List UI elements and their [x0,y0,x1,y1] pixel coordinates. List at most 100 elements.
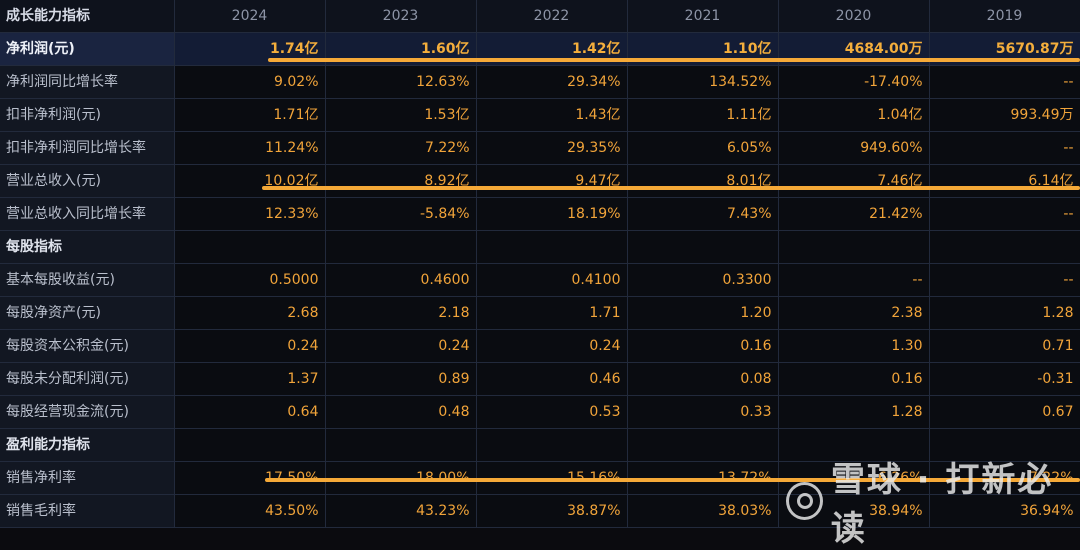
value-cell [325,230,477,264]
value-cell: 21.42% [778,197,930,231]
table-row[interactable]: 扣非净利润(元) 1.71亿 1.53亿 1.43亿 1.11亿 1.04亿 993.49万 [0,98,1080,132]
value-cell: 2.18 [325,296,477,330]
year-header[interactable]: 2019 [929,0,1080,33]
value-cell [778,428,930,462]
value-cell: -- [929,65,1080,99]
value-cell: 1.28 [929,296,1080,330]
section-header-row[interactable]: 盈利能力指标 [0,428,1080,462]
value-cell: 0.89 [325,362,477,396]
row-label: 每股资本公积金(元) [0,329,175,363]
value-cell [174,428,326,462]
value-cell [174,230,326,264]
value-cell: 1.71 [476,296,628,330]
value-cell: 0.24 [476,329,628,363]
value-cell: 0.4600 [325,263,477,297]
row-label: 营业总收入(元) [0,164,175,198]
value-cell: 0.48 [325,395,477,429]
value-cell [778,230,930,264]
value-cell: 0.33 [627,395,779,429]
value-cell: 11.24% [174,131,326,165]
value-cell [325,428,477,462]
table-row[interactable]: 每股未分配利润(元) 1.37 0.89 0.46 0.08 0.16 -0.31 [0,362,1080,396]
value-cell: 134.52% [627,65,779,99]
value-cell: 29.34% [476,65,628,99]
value-cell: 1.43亿 [476,98,628,132]
row-label: 销售净利率 [0,461,175,495]
highlight-underline [268,58,1080,62]
value-cell: 8.92亿 [325,164,477,198]
value-cell: 0.4100 [476,263,628,297]
value-cell [627,428,779,462]
value-cell: -- [929,131,1080,165]
value-cell: 0.08 [627,362,779,396]
value-cell: -17.40% [778,65,930,99]
row-label: 扣非净利润(元) [0,98,175,132]
value-cell: 0.24 [325,329,477,363]
value-cell: 2.68 [174,296,326,330]
value-cell: 1.04亿 [778,98,930,132]
value-cell: 6.14亿 [929,164,1080,198]
growth-indicators-title: 成长能力指标 [0,0,175,33]
row-label: 销售毛利率 [0,494,175,528]
value-cell: 12.33% [174,197,326,231]
year-header[interactable]: 2023 [325,0,477,33]
value-cell [627,230,779,264]
value-cell: 993.49万 [929,98,1080,132]
value-cell: -- [929,197,1080,231]
value-cell: 0.64 [174,395,326,429]
value-cell: 43.50% [174,494,326,528]
row-label: 营业总收入同比增长率 [0,197,175,231]
value-cell [929,230,1080,264]
value-cell: 0.24 [174,329,326,363]
watermark-text: 雪球 · 打新必读 [830,460,1054,549]
snowball-logo-icon [786,482,823,520]
row-label: 每股经营现金流(元) [0,395,175,429]
value-cell: 0.16 [627,329,779,363]
table-row[interactable]: 基本每股收益(元) 0.5000 0.4600 0.4100 0.3300 -- -- [0,263,1080,297]
value-cell: 9.47亿 [476,164,628,198]
section-title: 每股指标 [0,230,175,264]
highlight-underline [262,186,1080,190]
year-header[interactable]: 2022 [476,0,628,33]
header-row: 成长能力指标 2024 2023 2022 2021 2020 2019 [0,0,1080,33]
table-row[interactable]: 每股净资产(元) 2.68 2.18 1.71 1.20 2.38 1.28 [0,296,1080,330]
value-cell: 18.19% [476,197,628,231]
value-cell: 43.23% [325,494,477,528]
value-cell: 12.63% [325,65,477,99]
row-label: 净利润(元) [0,32,175,66]
table-row[interactable]: 营业总收入(元) 10.02亿 8.92亿 9.47亿 8.01亿 7.46亿 6.14亿 [0,164,1080,198]
value-cell: 1.53亿 [325,98,477,132]
year-header[interactable]: 2020 [778,0,930,33]
year-header[interactable]: 2021 [627,0,779,33]
value-cell: 7.46亿 [778,164,930,198]
value-cell: 0.71 [929,329,1080,363]
value-cell: 1.71亿 [174,98,326,132]
table-row[interactable]: 扣非净利润同比增长率 11.24% 7.22% 29.35% 6.05% 949.60% -… [0,131,1080,165]
table-row[interactable]: 营业总收入同比增长率 12.33% -5.84% 18.19% 7.43% 21.42% -… [0,197,1080,231]
value-cell: 10.02亿 [174,164,326,198]
table-row[interactable]: 净利润同比增长率 9.02% 12.63% 29.34% 134.52% -17.40% -… [0,65,1080,99]
value-cell: 38.03% [627,494,779,528]
value-cell: 6.05% [627,131,779,165]
value-cell: -5.84% [325,197,477,231]
value-cell: 7.43% [627,197,779,231]
value-cell: 1.30 [778,329,930,363]
section-header-row[interactable]: 每股指标 [0,230,1080,264]
row-label: 每股净资产(元) [0,296,175,330]
financial-indicators-table: 成长能力指标 2024 2023 2022 2021 2020 2019 净利润… [0,0,1080,528]
row-label: 每股未分配利润(元) [0,362,175,396]
table-row[interactable]: 每股经营现金流(元) 0.64 0.48 0.53 0.33 1.28 0.67 [0,395,1080,429]
value-cell: 0.5000 [174,263,326,297]
value-cell: 7.22% [325,131,477,165]
value-cell: 0.53 [476,395,628,429]
row-label: 扣非净利润同比增长率 [0,131,175,165]
highlight-underline [265,478,1080,482]
table-row[interactable]: 每股资本公积金(元) 0.24 0.24 0.24 0.16 1.30 0.71 [0,329,1080,363]
year-header[interactable]: 2024 [174,0,326,33]
value-cell: 1.20 [627,296,779,330]
value-cell: 949.60% [778,131,930,165]
row-label: 净利润同比增长率 [0,65,175,99]
value-cell: 0.67 [929,395,1080,429]
value-cell [476,230,628,264]
section-title: 盈利能力指标 [0,428,175,462]
